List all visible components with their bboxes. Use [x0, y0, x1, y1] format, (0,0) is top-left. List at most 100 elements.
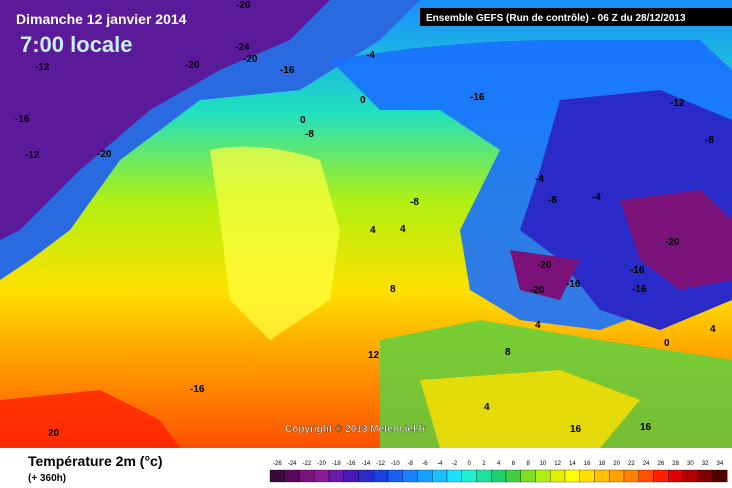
scale-label: 6: [512, 461, 516, 467]
scale-label: 2: [482, 461, 486, 467]
scale-cell: [461, 469, 477, 483]
contour-label: -4: [366, 50, 375, 61]
contour-label: -12: [25, 150, 40, 161]
scale-label: -16: [347, 461, 356, 467]
scale-label: 8: [526, 461, 530, 467]
scale-label: 26: [658, 461, 665, 467]
scale-label: 0: [467, 461, 471, 467]
scale-cell: [402, 469, 418, 483]
contour-label: -20: [530, 285, 545, 296]
scale-cell: [491, 469, 507, 483]
contour-label: -20: [236, 0, 251, 11]
scale-cell: [564, 469, 580, 483]
scale-cell: [476, 469, 492, 483]
scale-cell: [373, 469, 389, 483]
scale-label: -6: [422, 461, 428, 467]
scale-cell: [520, 469, 536, 483]
scale-label: 32: [702, 461, 709, 467]
scale-cell: [269, 469, 285, 483]
scale-cell: [343, 469, 359, 483]
contour-label: -16: [630, 265, 645, 276]
scale-label: -2: [452, 461, 458, 467]
run-info: Ensemble GEFS (Run de contrôle) - 06 Z d…: [426, 13, 686, 24]
scale-label: 18: [599, 461, 606, 467]
scale-label: 10: [540, 461, 547, 467]
contour-label: -20: [97, 149, 112, 160]
contour-label: -8: [305, 129, 314, 140]
scale-label: -20: [317, 461, 326, 467]
scale-cell: [446, 469, 462, 483]
scale-cell: [653, 469, 669, 483]
scale-cell: [638, 469, 654, 483]
scale-label: -12: [376, 461, 385, 467]
contour-label: 4: [535, 320, 541, 331]
contour-label: -16: [280, 65, 295, 76]
scale-cell: [505, 469, 521, 483]
scale-cell: [358, 469, 374, 483]
date: Dimanche 12 janvier 2014: [16, 11, 187, 27]
contour-label: -16: [190, 384, 205, 395]
contour-label: 0: [360, 95, 366, 106]
contour-label: -20: [243, 54, 258, 65]
scale-label: -8: [407, 461, 413, 467]
scale-label: 16: [584, 461, 591, 467]
scale-cell: [417, 469, 433, 483]
scale-label: 22: [628, 461, 635, 467]
scale-cell: [432, 469, 448, 483]
scale-label: -24: [288, 461, 297, 467]
scale-cell: [609, 469, 625, 483]
contour-label: -8: [705, 135, 714, 146]
scale-label: 34: [717, 461, 724, 467]
contour-label: -16: [632, 284, 647, 295]
contour-label: 8: [390, 284, 396, 295]
contour-label: 8: [505, 347, 511, 358]
scale-label: -14: [362, 461, 371, 467]
contour-label: 0: [300, 115, 306, 126]
contour-label: 16: [570, 424, 582, 435]
contour-label: -20: [537, 260, 552, 271]
contour-label: 0: [664, 338, 670, 349]
scale-cell: [579, 469, 595, 483]
contour-label: 16: [640, 422, 652, 433]
contour-label: -8: [410, 197, 419, 208]
scale-cell: [314, 469, 330, 483]
contour-label: -16: [566, 279, 581, 290]
contour-label: -20: [185, 60, 200, 71]
scale-cell: [284, 469, 300, 483]
contour-label: 4: [370, 225, 376, 236]
scale-label: -4: [437, 461, 443, 467]
color-scale: -26 -24 -22 -20 -18 -16 -14 -12 -10 -8 -6 -4 -2 0 2 4 6 8…: [269, 461, 728, 483]
legend-subtitle: (+ 360h): [28, 473, 66, 484]
contour-label: -24: [235, 42, 250, 53]
contour-label: -12: [670, 98, 685, 109]
scale-cell: [299, 469, 315, 483]
contour-label: -16: [15, 114, 30, 125]
scale-label: 24: [643, 461, 650, 467]
contour-label: 4: [484, 402, 490, 413]
scale-cell: [697, 469, 713, 483]
contour-label: -4: [535, 174, 544, 185]
contour-label: 4: [400, 224, 406, 235]
scale-label: -26: [273, 461, 282, 467]
scale-cell: [387, 469, 403, 483]
scale-label: 30: [687, 461, 694, 467]
scale-cell: [682, 469, 698, 483]
contour-label: -20: [665, 237, 680, 248]
scale-cell: [668, 469, 684, 483]
scale-cell: [712, 469, 728, 483]
copyright: Copyright © 2013 Meteociel.fr: [285, 424, 426, 435]
scale-label: 12: [554, 461, 561, 467]
scale-label: -22: [303, 461, 312, 467]
contour-label: -12: [35, 62, 50, 73]
contour-label: -16: [470, 92, 485, 103]
scale-label: -18: [332, 461, 341, 467]
scale-label: 28: [672, 461, 679, 467]
time: 7:00 locale: [20, 32, 133, 57]
contour-label: -4: [592, 192, 601, 203]
scale-label: 4: [497, 461, 501, 467]
legend-title: Température 2m (°c): [28, 453, 163, 469]
scale-label: 20: [613, 461, 620, 467]
scale-cell: [535, 469, 551, 483]
